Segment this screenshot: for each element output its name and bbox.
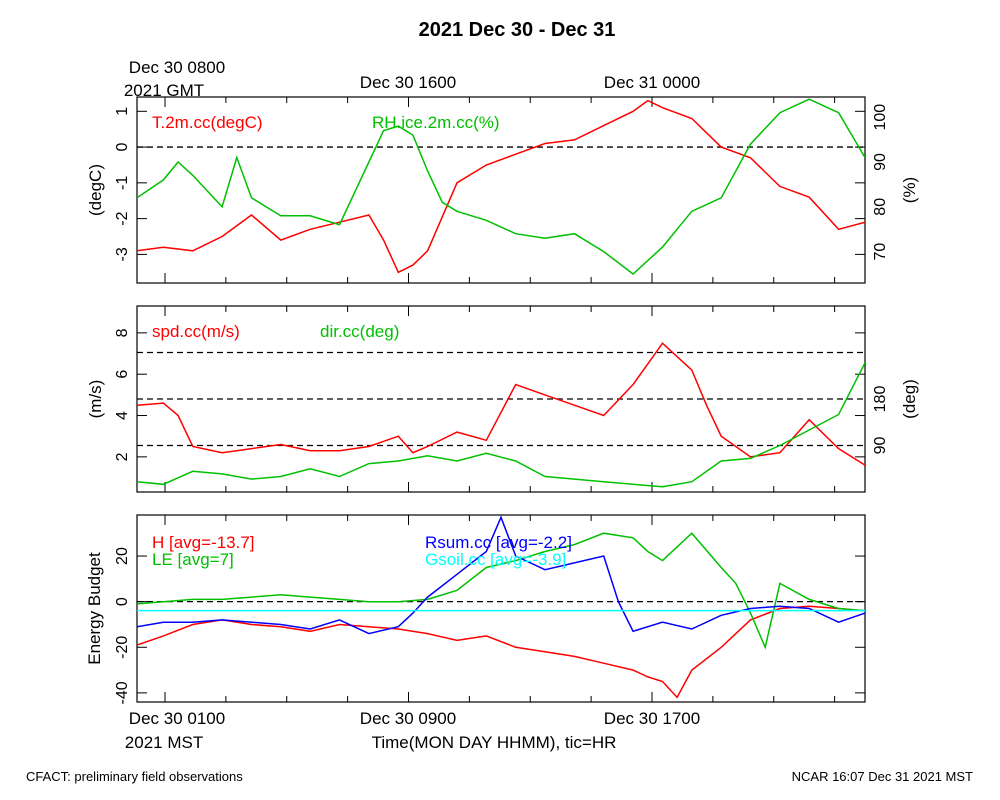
legend-entry: T.2m.cc(degC): [152, 113, 263, 132]
top-axis-tick-label: Dec 31 0000: [604, 73, 700, 92]
series-line: [137, 362, 865, 488]
y-axis-label: (degC): [86, 164, 105, 216]
series-line: [137, 532, 865, 650]
bottom-axis-tick-label: Dec 30 0100: [129, 709, 225, 728]
y-tick-label: 0: [114, 597, 131, 606]
legend-entry: LE [avg=7]: [152, 550, 234, 569]
series-line: [137, 515, 865, 635]
y-tick-label: -40: [114, 681, 131, 704]
footer-left: CFACT: preliminary field observations: [26, 769, 243, 784]
y-tick-label: 0: [114, 143, 131, 152]
y-tick-label: 1: [114, 107, 131, 116]
panel-frame: [136, 96, 866, 284]
y-axis-label: Energy Budget: [85, 552, 104, 665]
series-line: [137, 605, 865, 699]
y-tick-label: -3: [114, 247, 131, 261]
series-line: [137, 342, 865, 466]
right-tick-label: 80: [872, 198, 889, 216]
right-tick-label: 90: [872, 153, 889, 171]
bottom-axis-tick-label: Dec 30 1700: [604, 709, 700, 728]
series-line: [137, 98, 865, 275]
top-axis-tick-label-line2: 2021 GMT: [124, 81, 204, 100]
right-axis-label: (%): [900, 177, 919, 203]
top-axis-tick-label: Dec 30 0800: [129, 58, 225, 77]
y-tick-label: 20: [114, 547, 131, 565]
panel-frame: [136, 514, 866, 703]
right-tick-label: 180: [872, 386, 889, 413]
y-tick-label: 6: [114, 370, 131, 379]
y-tick-label: 8: [114, 328, 131, 337]
legend-entry: H [avg=-13.7]: [152, 533, 255, 552]
top-axis-tick-label: Dec 30 1600: [360, 73, 456, 92]
footer-right: NCAR 16:07 Dec 31 2021 MST: [792, 769, 973, 784]
right-axis-label: (deg): [900, 379, 919, 419]
y-tick-label: -20: [114, 636, 131, 659]
y-tick-label: 4: [114, 411, 131, 420]
legend-entry: Gsoil.cc [avg=-3.9]: [425, 550, 566, 569]
bottom-axis-tick-label-line2: 2021 MST: [125, 733, 203, 752]
x-axis-label: Time(MON DAY HHMM), tic=HR: [372, 733, 617, 752]
bottom-axis-tick-label: Dec 30 0900: [360, 709, 456, 728]
legend-entry: spd.cc(m/s): [152, 322, 240, 341]
legend-entry: Rsum.cc [avg=-2.2]: [425, 533, 572, 552]
right-tick-label: 70: [872, 243, 889, 261]
y-tick-label: -2: [114, 211, 131, 225]
series-line: [137, 99, 865, 274]
legend-entry: dir.cc(deg): [320, 322, 399, 341]
y-tick-label: 2: [114, 452, 131, 461]
y-axis-label: (m/s): [86, 380, 105, 419]
chart-title: 2021 Dec 30 - Dec 31: [419, 19, 616, 41]
legend-entry: RH.ice.2m.cc(%): [372, 113, 500, 132]
right-tick-label: 100: [872, 104, 889, 131]
right-tick-label: 90: [872, 437, 889, 455]
y-tick-label: -1: [114, 176, 131, 190]
